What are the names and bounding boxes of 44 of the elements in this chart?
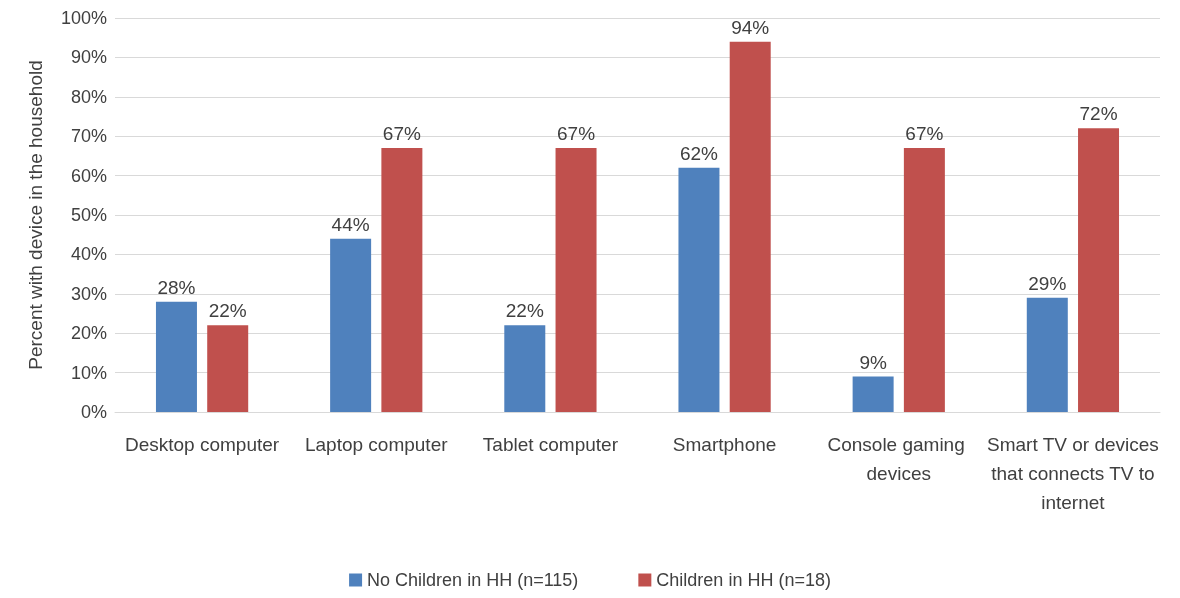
data-label: 67% <box>905 123 944 145</box>
y-tick-label: 80% <box>70 86 107 107</box>
y-tick-label: 40% <box>70 244 107 265</box>
bar <box>1026 297 1068 412</box>
y-tick-label: 90% <box>70 47 107 68</box>
data-label: 9% <box>859 351 887 373</box>
data-label: 62% <box>679 142 719 164</box>
data-label: 67% <box>382 123 421 145</box>
y-axis-title: Percent with device in the household <box>25 60 46 370</box>
data-label: 28% <box>157 276 196 298</box>
data-label: 72% <box>1079 103 1118 125</box>
bar <box>381 148 423 412</box>
bar <box>330 238 372 412</box>
data-label: 94% <box>731 16 770 38</box>
bar <box>678 167 720 412</box>
y-tick-label: 70% <box>70 126 107 147</box>
y-tick-label: 10% <box>70 362 107 383</box>
x-tick-label: Desktop computer <box>124 434 280 455</box>
x-tick-label: Smart TV or devices that connects TV to internet <box>985 434 1160 513</box>
y-tick-label: 0% <box>80 402 107 422</box>
data-label: 22% <box>505 300 544 322</box>
bar <box>1078 128 1120 412</box>
bar <box>207 325 249 412</box>
y-tick-label: 60% <box>70 165 107 186</box>
x-tick-label: Console gaming devices <box>827 434 971 484</box>
data-label: 29% <box>1028 272 1067 294</box>
legend-label: No Children in HH (n=115) <box>367 570 579 590</box>
data-label: 67% <box>557 123 596 145</box>
y-tick-label: 100% <box>60 8 107 28</box>
y-tick-label: 30% <box>70 283 107 304</box>
x-tick-label: Tablet computer <box>482 434 619 455</box>
data-label: 22% <box>208 300 247 322</box>
bar <box>729 41 771 412</box>
bar <box>903 148 945 412</box>
x-tick-label: Smartphone <box>672 434 777 455</box>
bar <box>155 301 197 412</box>
data-label: 44% <box>331 213 370 235</box>
bar <box>852 376 894 412</box>
y-tick-label: 50% <box>70 205 107 225</box>
bar <box>555 148 597 412</box>
bar <box>504 325 546 412</box>
legend-label: Children in HH (n=18) <box>656 570 831 590</box>
x-tick-label: Laptop computer <box>304 434 449 455</box>
y-tick-label: 20% <box>70 323 107 344</box>
